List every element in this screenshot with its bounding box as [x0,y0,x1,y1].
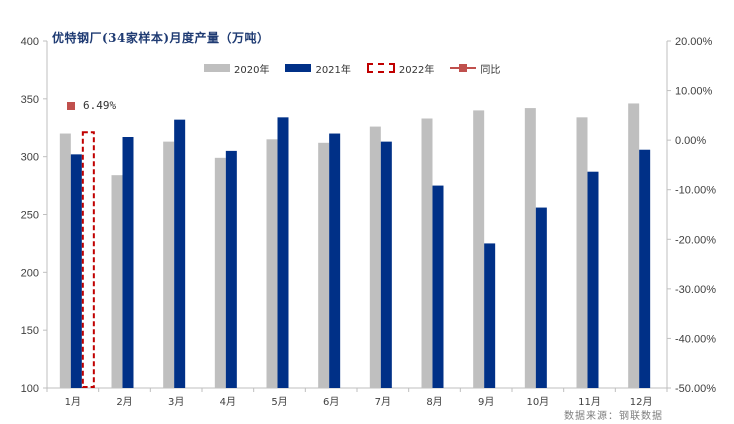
legend-item-2022: 2022年 [366,61,435,76]
legend-label-2020: 2020年 [234,64,270,76]
legend-item-2021: 2021年 [285,61,351,76]
bar-2021 [380,141,392,388]
bar-2021 [484,243,496,388]
legend-label-2021: 2021年 [315,64,351,76]
bar-2020 [628,103,640,389]
chart-legend: 2020年 2021年 2022年 同比 [204,60,516,76]
x-tick-label: 1月 [65,396,81,408]
legend-swatch-2020 [204,64,230,72]
x-tick-label: 4月 [220,396,236,408]
y-tick-label-right: 20.00% [675,36,713,48]
bar-2021 [432,185,444,388]
x-tick-label: 6月 [323,396,339,408]
legend-swatch-yoy [450,64,477,72]
y-tick-label-right: -30.00% [675,284,716,296]
bar-2021 [587,171,599,388]
y-tick-label-left: 300 [21,152,39,164]
y-tick-label-right: -10.00% [675,185,716,197]
bar-2020 [266,139,278,388]
bar-2020 [369,126,381,389]
bar-2020 [111,175,123,388]
x-tick-label: 10月 [526,396,549,408]
bar-2020 [214,157,226,388]
bar-2020 [576,117,588,388]
y-tick-label-right: -50.00% [675,383,716,395]
x-tick-label: 8月 [426,396,442,408]
bar-2020 [59,133,71,388]
bar-2021 [535,207,547,388]
bar-2021 [122,137,134,388]
bar-2021 [639,149,651,388]
x-tick-label: 5月 [271,396,287,408]
bar-2022 [81,131,95,388]
legend-swatch-2021 [285,64,312,72]
y-tick-label-left: 400 [21,36,39,48]
y-tick-label-right: 10.00% [675,86,713,98]
bar-2021 [329,133,341,388]
x-tick-label: 3月 [168,396,184,408]
legend-label-yoy: 同比 [480,64,501,76]
y-tick-label-left: 200 [21,267,39,279]
data-source: 数据来源：钢联数据 [564,411,663,422]
y-tick-label-left: 350 [21,94,39,106]
x-tick-label: 11月 [578,396,601,408]
bar-2020 [163,141,175,388]
bar-2021 [174,119,186,389]
yoy-annotation: 6.49% [83,99,117,112]
bar-2020 [318,142,330,388]
legend-label-2022: 2022年 [398,64,435,76]
bar-2021 [70,154,82,388]
bar-2020 [473,110,485,389]
bar-2021 [277,117,289,388]
legend-item-yoy: 同比 [450,61,500,76]
bar-2021 [225,150,237,388]
yoy-marker [67,102,75,110]
bar-2020 [524,108,536,388]
chart-title: 优特钢厂(34家样本)月度产量（万吨） [52,31,270,45]
bar-2020 [421,118,433,388]
legend-swatch-2022 [366,63,395,73]
x-tick-label: 7月 [375,396,391,408]
y-tick-label-left: 100 [21,383,39,395]
y-tick-label-right: 0.00% [675,135,706,147]
y-tick-label-left: 150 [21,325,39,337]
x-tick-label: 12月 [630,396,653,408]
y-tick-label-left: 250 [21,210,39,222]
y-tick-label-right: -20.00% [675,234,716,246]
x-tick-label: 2月 [116,396,132,408]
x-tick-label: 9月 [478,396,494,408]
y-tick-label-right: -40.00% [675,333,716,345]
legend-item-2020: 2020年 [204,61,269,76]
